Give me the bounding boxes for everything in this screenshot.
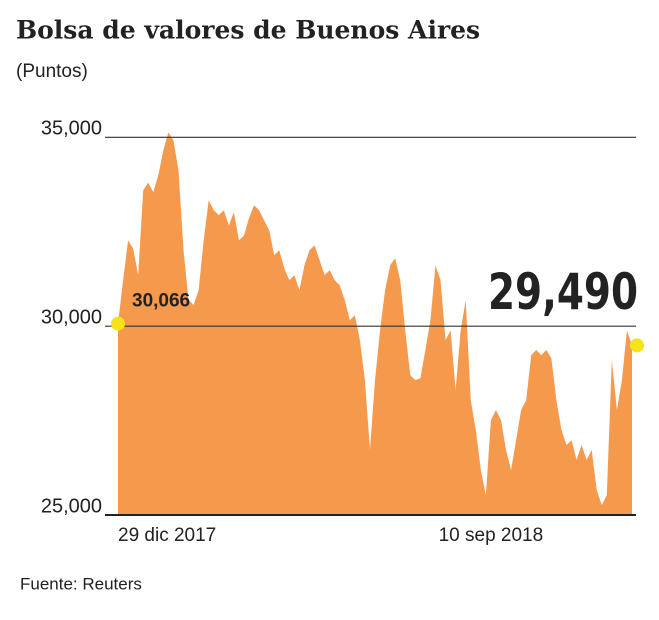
value-label: 29,490 — [488, 263, 638, 321]
y-tick-label: 25,000 — [41, 495, 102, 517]
value-label: 30,066 — [132, 291, 190, 312]
end-point — [111, 316, 125, 331]
end-point — [630, 338, 644, 353]
chart-subtitle: (Puntos) — [16, 61, 88, 82]
source: Fuente: Reuters — [20, 574, 142, 593]
y-tick-label: 30,000 — [41, 306, 102, 328]
y-tick-label: 35,000 — [41, 118, 102, 140]
chart-title: Bolsa de valores de Buenos Aires — [16, 16, 480, 45]
area — [118, 132, 632, 515]
x-tick-label: 29 dic 2017 — [118, 525, 216, 546]
x-tick-label: 10 sep 2018 — [439, 525, 544, 546]
